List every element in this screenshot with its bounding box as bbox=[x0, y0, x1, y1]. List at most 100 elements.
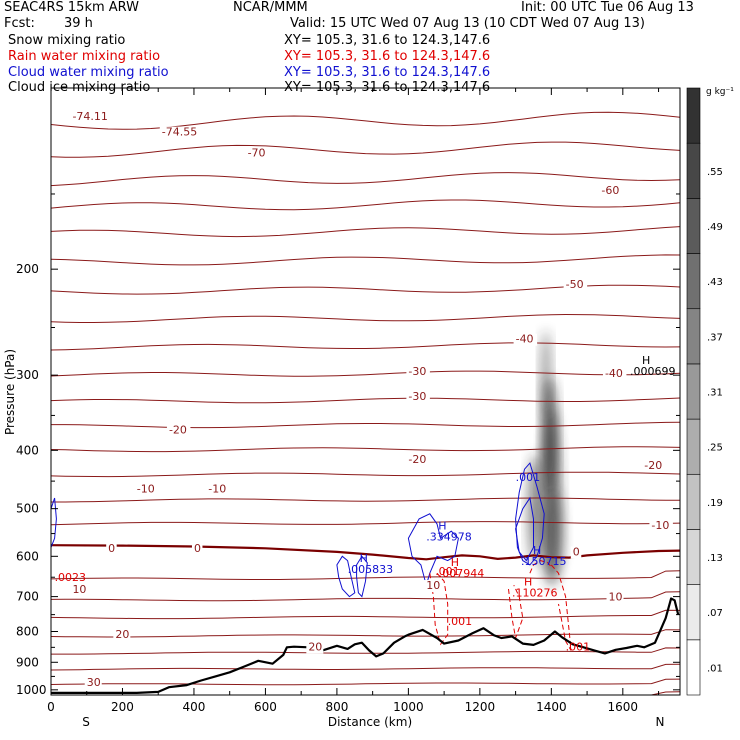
contour-label: -30 bbox=[408, 390, 426, 403]
max-symbol: H bbox=[451, 556, 459, 569]
rain-water-contour bbox=[508, 584, 524, 640]
isotherm bbox=[51, 471, 680, 478]
colorbar-segment bbox=[686, 418, 701, 475]
isotherm bbox=[51, 521, 680, 526]
contour-label-bg bbox=[113, 628, 131, 641]
y-tick-label: 1000 bbox=[16, 683, 47, 697]
max-symbol: H bbox=[360, 552, 368, 565]
contour-label: -40 bbox=[605, 367, 623, 380]
max-value: .001 bbox=[566, 640, 591, 653]
contour-label-bg bbox=[406, 391, 430, 404]
colorbar-label: .49 bbox=[707, 222, 723, 233]
x-end-label-south: S bbox=[82, 715, 90, 729]
x-tick-label: 400 bbox=[183, 700, 206, 714]
isotherm bbox=[51, 678, 680, 686]
x-end-label-north: N bbox=[656, 715, 665, 729]
contour-label-bg bbox=[406, 454, 430, 467]
cloud-water-contour bbox=[407, 513, 459, 588]
contour-label-bg bbox=[406, 366, 430, 379]
contour-label-bg bbox=[306, 641, 324, 654]
cloud-water-contour bbox=[51, 497, 57, 548]
x-tick-label: 0 bbox=[47, 700, 55, 714]
isotherm bbox=[51, 629, 680, 638]
contour-label-bg bbox=[206, 483, 230, 496]
contour-label: 0 bbox=[573, 545, 580, 558]
org-title: NCAR/MMM bbox=[233, 0, 308, 15]
colorbar-segment bbox=[686, 473, 701, 530]
max-value: .0023 bbox=[55, 571, 87, 584]
init-time: Init: 00 UTC Tue 06 Aug 13 bbox=[521, 0, 694, 15]
colorbar-label: .25 bbox=[707, 443, 723, 454]
isotherm bbox=[51, 342, 680, 351]
contour-label: 10 bbox=[609, 590, 623, 603]
colorbar-segment bbox=[686, 142, 701, 199]
x-axis-label: Distance (km) bbox=[328, 715, 412, 729]
cloud-water-contour bbox=[336, 555, 356, 598]
max-symbol: H bbox=[533, 544, 541, 557]
contour-label-bg bbox=[602, 367, 627, 380]
isotherm bbox=[51, 591, 680, 602]
contour-label: -74.11 bbox=[72, 110, 107, 123]
contour-label-bg bbox=[84, 676, 102, 689]
max-value: .001 bbox=[448, 615, 473, 628]
rain-water-contour bbox=[429, 572, 449, 646]
isotherm bbox=[51, 497, 680, 503]
colorbar-segment bbox=[686, 639, 701, 696]
max-value: .001 bbox=[516, 471, 541, 484]
snow-plume bbox=[528, 453, 543, 564]
colorbar-segment bbox=[686, 529, 701, 585]
isotherm bbox=[51, 609, 680, 620]
isotherm bbox=[51, 172, 680, 187]
contour-label: -10 bbox=[651, 519, 669, 532]
colorbar-segment bbox=[686, 198, 701, 254]
max-value: .007944 bbox=[439, 567, 485, 580]
cloud-water-contours bbox=[51, 462, 545, 598]
contour-label: -10 bbox=[137, 482, 155, 495]
max-value: .150715 bbox=[521, 555, 567, 568]
contour-label: -20 bbox=[408, 453, 426, 466]
max-symbol: H bbox=[642, 354, 650, 367]
y-tick-label: 800 bbox=[16, 625, 39, 639]
field-name-cloud-water: Cloud water mixing ratio bbox=[8, 65, 169, 80]
isotherm bbox=[51, 254, 680, 266]
contour-label-bg bbox=[599, 184, 623, 197]
contour-label: -60 bbox=[601, 184, 619, 197]
forecast-hour: 39 h bbox=[64, 16, 93, 31]
contour-label-bg bbox=[563, 279, 588, 292]
terrain-line bbox=[51, 597, 680, 695]
x-tick-label: 1000 bbox=[393, 700, 424, 714]
max-value: .334978 bbox=[426, 531, 472, 544]
contour-label-group: -74.11 -74.55 -70 -60 -50 -40 -40 -30 -30 -20 -20 -… bbox=[70, 110, 673, 689]
field-xy-rain: XY= 105.3, 31.6 to 124.3,147.6 bbox=[284, 49, 491, 64]
contour-label: 20 bbox=[308, 640, 322, 653]
contour-label-bg bbox=[159, 126, 203, 139]
contour-label-bg bbox=[70, 110, 114, 123]
contour-label-bg bbox=[570, 546, 582, 559]
isotherm bbox=[51, 421, 680, 429]
plot-frame bbox=[50, 87, 681, 696]
y-tick-label: 700 bbox=[16, 590, 39, 604]
y-tick-label: 400 bbox=[16, 443, 39, 457]
contour-label: -50 bbox=[566, 278, 584, 291]
isotherm bbox=[51, 370, 680, 377]
contour-label-bg bbox=[166, 424, 191, 437]
contour-label-bg bbox=[106, 542, 117, 555]
colorbar-label: .55 bbox=[707, 167, 723, 178]
contour-label-bg bbox=[513, 333, 538, 346]
isotherm bbox=[51, 313, 680, 323]
contour-label: -40 bbox=[516, 333, 534, 346]
rain-water-contours bbox=[429, 560, 572, 651]
colorbar-label: .19 bbox=[707, 498, 723, 509]
colorbar-segment bbox=[686, 584, 701, 641]
field-name-rain: Rain water mixing ratio bbox=[8, 49, 161, 64]
contour-label: -20 bbox=[644, 459, 662, 472]
model-title: SEAC4RS 15km ARW bbox=[4, 0, 140, 15]
isotherm bbox=[51, 226, 680, 238]
contour-label: -74.55 bbox=[162, 126, 197, 139]
contour-label-bg bbox=[191, 542, 203, 555]
colorbar-label: .07 bbox=[707, 608, 723, 619]
contour-label-bg bbox=[649, 519, 673, 532]
max-value: .000699 bbox=[630, 365, 676, 378]
colorbar-segment bbox=[686, 253, 701, 310]
max-symbol: H bbox=[524, 576, 532, 589]
